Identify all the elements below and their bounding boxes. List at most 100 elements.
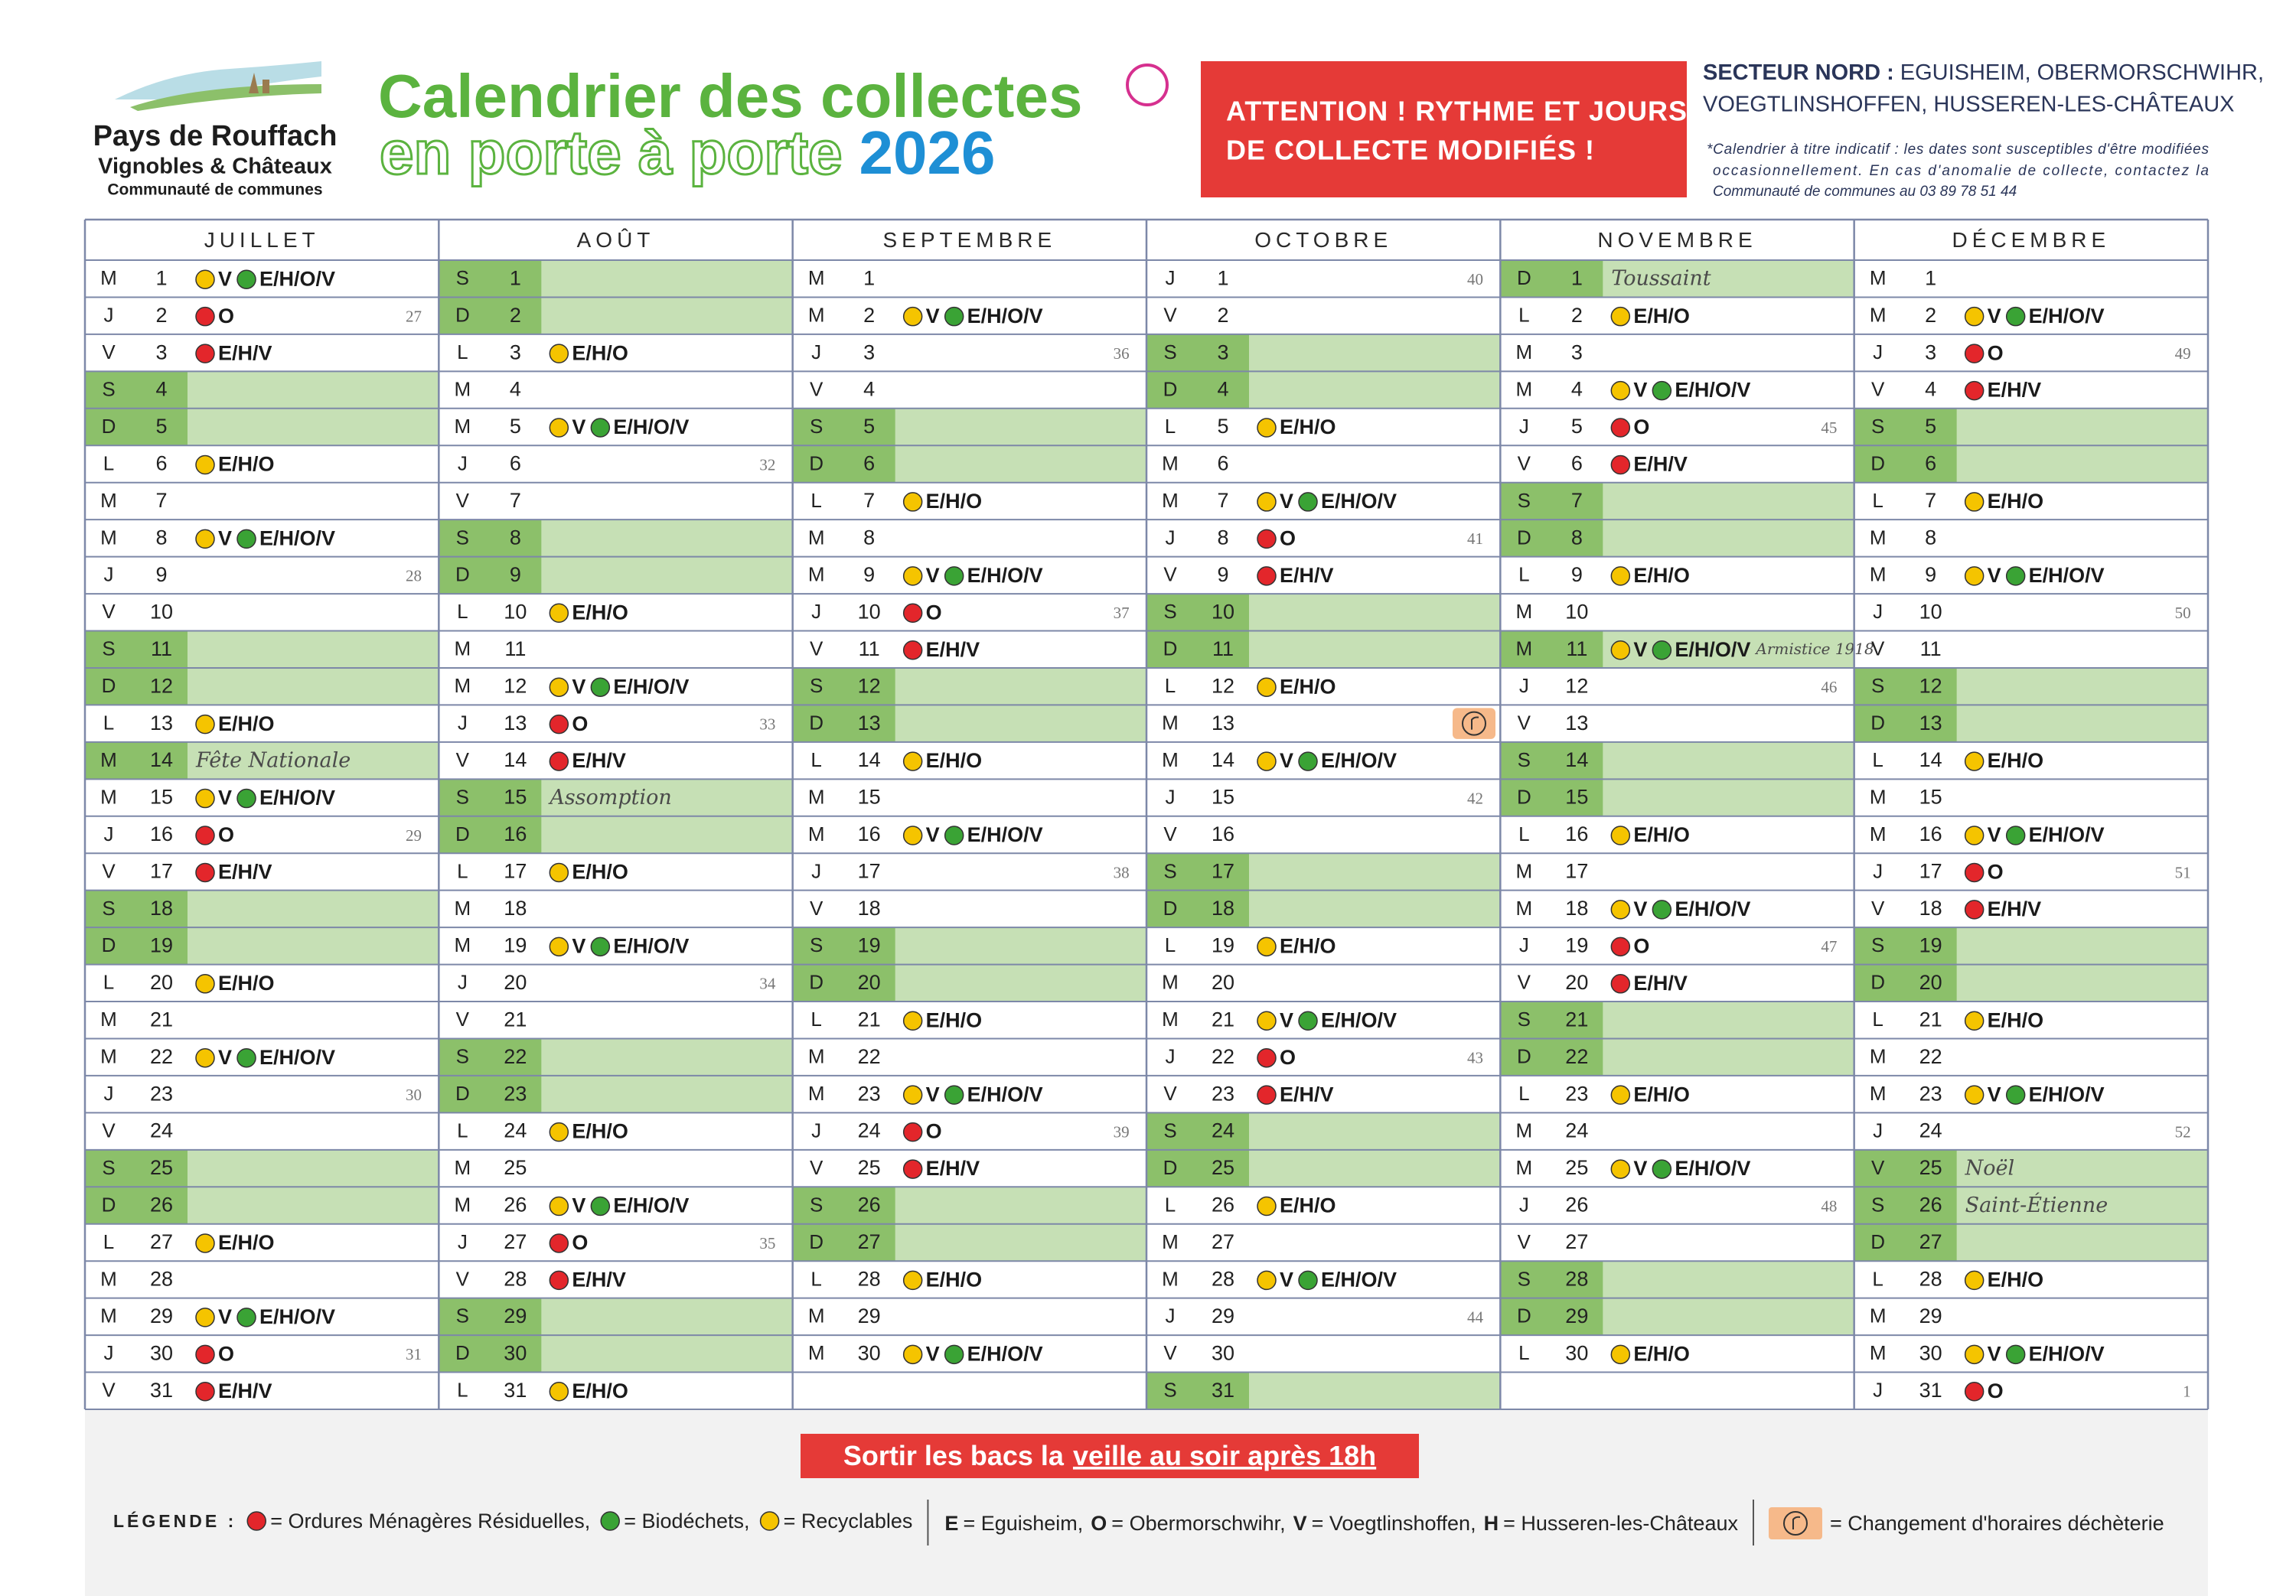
weekday: S — [102, 637, 115, 660]
day-number: 16 — [1212, 822, 1234, 845]
collection-dot — [1610, 936, 1631, 957]
weekday: S — [810, 1193, 823, 1216]
weekday: L — [103, 1230, 114, 1253]
logo-line: Communauté de communes — [107, 181, 322, 199]
day-number: 16 — [858, 822, 881, 845]
collection-towns: E/H/O/V — [1321, 749, 1397, 772]
weekday: M — [808, 563, 825, 586]
collection-dot — [195, 1344, 215, 1365]
weekday: D — [1870, 971, 1885, 994]
collection-towns: E/H/V — [218, 861, 272, 884]
weekday: V — [1518, 1230, 1531, 1253]
collection-towns: E/H/O — [218, 712, 275, 735]
weekday: S — [1518, 748, 1531, 771]
collection-dot — [590, 936, 611, 957]
weekday: J — [1873, 600, 1883, 623]
collection-towns: E/H/O/V — [967, 1342, 1043, 1365]
weekday: J — [1873, 859, 1883, 882]
collection-dot — [1964, 380, 1985, 401]
weekday: M — [100, 1045, 117, 1068]
weekend-day-cell — [792, 1187, 895, 1224]
day-number: 15 — [1565, 786, 1588, 809]
legend-town-key: E — [944, 1512, 958, 1535]
weekday: J — [1166, 526, 1176, 549]
collection-dot — [2005, 1085, 2026, 1105]
collection-towns: V — [572, 415, 585, 438]
weekend-day-cell — [1146, 1372, 1249, 1409]
weekday: M — [1870, 1082, 1887, 1105]
day-number: 10 — [858, 600, 881, 623]
weekday: J — [811, 1119, 821, 1142]
weekday: L — [103, 712, 114, 734]
holiday-note: Saint-Étienne — [1965, 1192, 2108, 1217]
weekday: M — [1515, 859, 1532, 882]
weekday: S — [456, 1045, 469, 1068]
weekend-day-cell — [439, 1075, 542, 1113]
weekday: J — [811, 340, 821, 363]
collection-dot — [1610, 826, 1631, 845]
day-number: 26 — [504, 1194, 527, 1217]
weekday: J — [104, 822, 114, 845]
collection-dot — [944, 826, 964, 845]
day-number: 1 — [510, 266, 521, 289]
collection-dot — [1652, 1159, 1672, 1179]
weekday: M — [1515, 897, 1532, 920]
collection-dot — [1964, 1011, 1985, 1031]
collection-towns: E/H/O — [572, 1120, 628, 1143]
weekend-day-cell — [85, 408, 188, 446]
collection-towns: E/H/O — [1633, 1083, 1690, 1106]
weekend-day-cell — [439, 1038, 542, 1076]
collection-dot — [195, 1382, 215, 1402]
weekday: V — [810, 1156, 823, 1179]
weekday: S — [1518, 489, 1531, 512]
collection-dot — [549, 1122, 569, 1142]
day-number: 28 — [858, 1268, 881, 1291]
weekday: V — [1163, 1341, 1177, 1364]
collection-towns: E/H/O/V — [259, 527, 335, 550]
week-number: 50 — [2175, 604, 2191, 622]
day-number: 6 — [155, 452, 167, 475]
weekday: V — [102, 1119, 116, 1142]
day-number: 22 — [858, 1045, 881, 1068]
collection-dot — [944, 1344, 964, 1365]
collection-towns: E/H/O — [1633, 1342, 1690, 1365]
collection-dot — [902, 1270, 923, 1291]
day-number: 9 — [1571, 563, 1583, 586]
day-number: 28 — [150, 1268, 173, 1291]
collection-towns: V — [1988, 823, 2001, 846]
legend-title: LÉGENDE : — [113, 1510, 236, 1531]
day-number: 14 — [1919, 748, 1942, 771]
collection-dot — [1257, 1011, 1277, 1031]
collection-dot — [902, 1122, 923, 1142]
weekday: J — [1519, 674, 1529, 697]
weekend-day-cell — [1854, 667, 1957, 705]
weekday: M — [1870, 526, 1887, 549]
collection-dot — [1610, 1085, 1631, 1105]
logo-line: Vignobles & Châteaux — [98, 155, 332, 179]
day-number: 14 — [504, 748, 527, 771]
collection-dot — [1257, 1196, 1277, 1217]
weekday: V — [1871, 897, 1885, 920]
alert-text: ATTENTION ! RYTHME ET JOURS — [1226, 96, 1688, 127]
day-number: 30 — [1212, 1341, 1234, 1364]
weekend-day-cell — [1500, 520, 1603, 557]
holiday-note: Toussaint — [1611, 267, 1711, 291]
collection-towns: E/H/O — [1280, 1194, 1336, 1217]
weekday: M — [454, 1156, 471, 1179]
weekday: M — [1162, 748, 1179, 771]
collection-dot — [1652, 380, 1672, 401]
weekday: M — [1870, 1304, 1887, 1327]
weekend-day-cell — [85, 927, 188, 965]
collection-towns: E/H/O — [218, 1231, 275, 1254]
day-number: 18 — [1565, 897, 1588, 920]
collection-towns: E/H/O — [572, 1379, 628, 1402]
weekday: S — [1871, 415, 1884, 438]
collection-dot — [1298, 751, 1318, 771]
collection-towns: E/H/O — [1633, 823, 1690, 846]
day-number: 7 — [1217, 489, 1228, 512]
collection-towns: V — [1280, 490, 1293, 513]
day-number: 29 — [150, 1304, 173, 1327]
weekday: J — [104, 563, 114, 586]
weekend-day-cell — [1854, 1149, 1957, 1187]
